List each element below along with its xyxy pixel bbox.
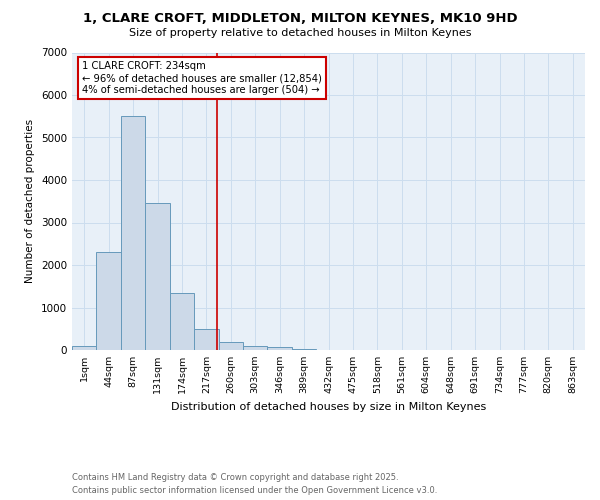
Text: 1 CLARE CROFT: 234sqm
← 96% of detached houses are smaller (12,854)
4% of semi-d: 1 CLARE CROFT: 234sqm ← 96% of detached … <box>82 62 322 94</box>
X-axis label: Distribution of detached houses by size in Milton Keynes: Distribution of detached houses by size … <box>171 402 486 411</box>
Y-axis label: Number of detached properties: Number of detached properties <box>25 119 35 284</box>
Bar <box>72 346 97 350</box>
Bar <box>194 329 218 350</box>
Text: Contains HM Land Registry data © Crown copyright and database right 2025.: Contains HM Land Registry data © Crown c… <box>72 472 398 482</box>
Bar <box>97 252 121 350</box>
Bar <box>121 116 145 350</box>
Bar <box>243 346 268 350</box>
Bar <box>145 204 170 350</box>
Text: Size of property relative to detached houses in Milton Keynes: Size of property relative to detached ho… <box>129 28 471 38</box>
Bar <box>268 348 292 350</box>
Bar <box>170 294 194 350</box>
Text: 1, CLARE CROFT, MIDDLETON, MILTON KEYNES, MK10 9HD: 1, CLARE CROFT, MIDDLETON, MILTON KEYNES… <box>83 12 517 26</box>
Bar <box>218 342 243 350</box>
Bar <box>292 348 316 350</box>
Text: Contains public sector information licensed under the Open Government Licence v3: Contains public sector information licen… <box>72 486 437 495</box>
